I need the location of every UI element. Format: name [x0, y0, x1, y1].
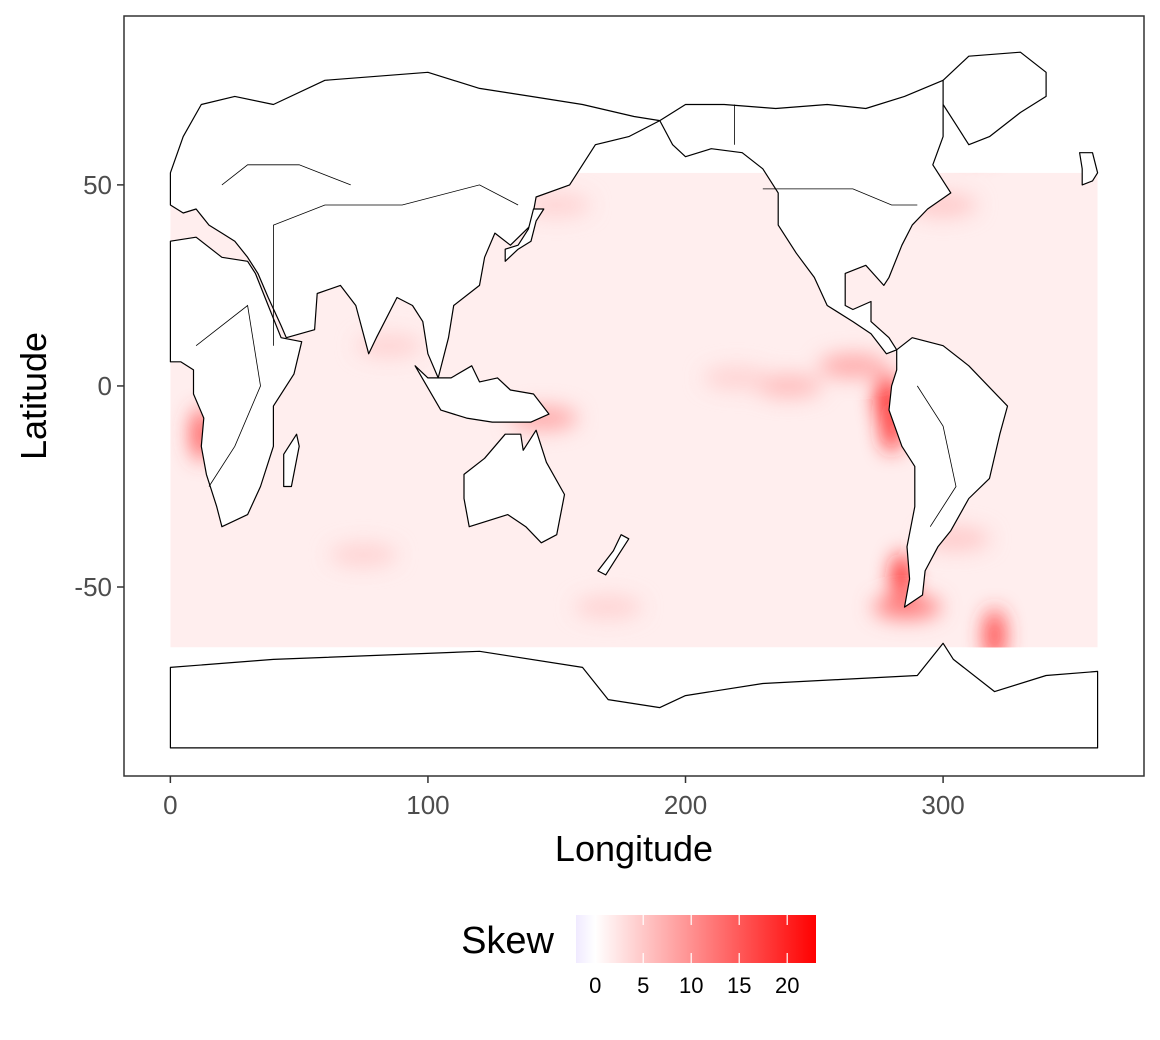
x-axis-title: Longitude — [555, 828, 713, 869]
continent-outlines — [169, 51, 1099, 749]
indonesia-outline — [414, 365, 550, 423]
x-tick-label: 100 — [406, 790, 449, 820]
hotspot-mark — [703, 365, 772, 390]
north-america-outline — [659, 79, 952, 355]
legend-tick-label: 20 — [775, 973, 799, 998]
hotspot-mark — [329, 542, 398, 567]
country-border — [272, 184, 519, 346]
south-america-outline — [888, 337, 1009, 608]
antarctica-outline — [169, 642, 1099, 749]
panel-border — [123, 15, 1145, 777]
legend-tick-label: 15 — [727, 973, 751, 998]
legend: Skew 0 5 10 15 20 — [461, 915, 816, 998]
eurasia-outline — [169, 71, 661, 379]
y-tick-label: -50 — [74, 572, 112, 602]
x-tick-label: 300 — [921, 790, 964, 820]
legend-colorbar — [576, 915, 816, 963]
hotspot-mark — [574, 595, 643, 620]
madagascar-outline — [283, 433, 300, 488]
hotspot-mark — [984, 609, 1005, 648]
new-zealand-outline — [597, 534, 630, 576]
y-tick-label: 50 — [83, 170, 112, 200]
hotspot-mark — [754, 373, 823, 398]
japan-outline — [504, 208, 545, 262]
x-tick-label: 200 — [664, 790, 707, 820]
y-axis: 50 0 -50 — [74, 170, 124, 602]
country-border — [916, 385, 957, 527]
x-axis: 0 100 200 300 — [163, 776, 965, 820]
legend-tick-label: 0 — [589, 973, 601, 998]
uk-outline — [1078, 152, 1099, 186]
australia-outline — [463, 429, 566, 544]
hotspot-mark — [873, 595, 942, 620]
legend-ticks: 0 5 10 15 20 — [589, 915, 799, 998]
hotspot-mark — [818, 353, 887, 378]
legend-title: Skew — [461, 920, 554, 962]
greenland-outline — [942, 51, 1047, 146]
country-border — [195, 304, 261, 487]
y-axis-title: Latitude — [13, 332, 54, 460]
y-tick-label: 0 — [98, 371, 112, 401]
africa-outline — [169, 236, 303, 528]
x-tick-label: 0 — [163, 790, 177, 820]
legend-tick-label: 10 — [679, 973, 703, 998]
legend-tick-label: 5 — [637, 973, 649, 998]
country-border — [762, 188, 918, 206]
country-border — [221, 164, 351, 186]
